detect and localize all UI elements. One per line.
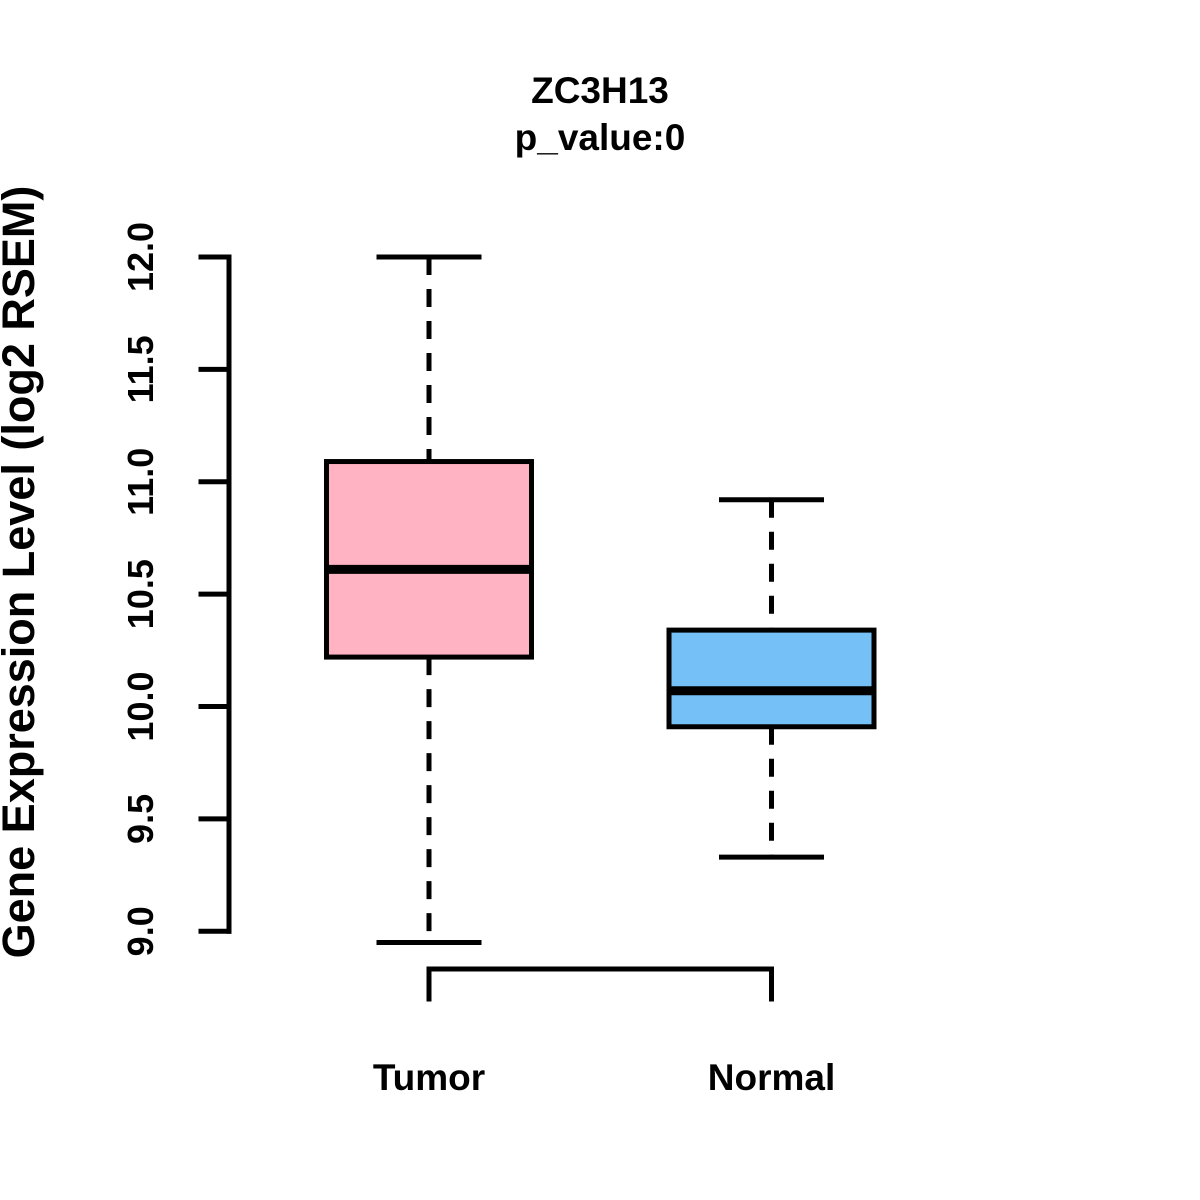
y-tick-label: 9.5 <box>120 794 161 844</box>
x-category-label-tumor: Tumor <box>373 1057 485 1098</box>
iqr-box-normal <box>666 627 877 730</box>
chart-subtitle-pvalue: p_value:0 <box>515 117 686 158</box>
y-tick-label: 10.0 <box>120 671 161 741</box>
x-category-label-normal: Normal <box>708 1057 835 1098</box>
y-tick-label: 11.5 <box>120 335 161 403</box>
y-tick-label: 10.5 <box>120 559 161 629</box>
plot-area <box>324 254 877 946</box>
box-group-tumor <box>324 254 534 946</box>
chart-title: ZC3H13 <box>531 70 669 111</box>
box-group-normal <box>666 497 877 860</box>
x-axis-bracket <box>426 966 774 1002</box>
y-tick-label: 11.0 <box>120 448 161 516</box>
y-axis-label: Gene Expression Level (log2 RSEM) <box>0 186 44 959</box>
x-axis-bracket-group: Tumor Normal <box>373 966 835 1098</box>
iqr-box-tumor <box>324 459 534 660</box>
y-tick-label: 9.0 <box>120 906 161 956</box>
y-tick-label: 12.0 <box>120 222 161 292</box>
y-axis: 9.0 9.5 10.0 10.5 11.0 11.5 12.0 <box>120 222 232 956</box>
